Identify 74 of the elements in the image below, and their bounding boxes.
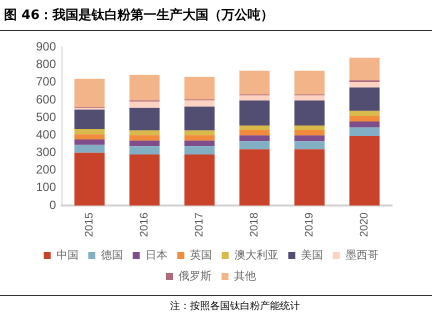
y-tick-label: 0 [49, 198, 56, 212]
bar [294, 95, 325, 101]
bar [74, 110, 105, 130]
legend-label: 日本 [145, 248, 168, 262]
bar [74, 129, 105, 134]
bar [184, 140, 215, 146]
bar [239, 95, 270, 101]
chart-title: 图 46：我国是钛白粉第一生产大国（万公吨） [4, 6, 274, 24]
bar [294, 149, 325, 206]
bar [294, 135, 325, 142]
bar [184, 146, 215, 155]
bar [74, 134, 105, 140]
bar [349, 116, 380, 122]
bar [184, 100, 215, 107]
bar [349, 87, 380, 111]
bar [239, 141, 270, 150]
bar [184, 130, 215, 136]
bar [239, 70, 270, 95]
x-tick-label: 2017 [194, 212, 206, 238]
x-tick-label: 2019 [304, 212, 316, 238]
bar [74, 152, 105, 206]
bar [129, 135, 160, 141]
bar [184, 106, 215, 130]
bar [129, 146, 160, 155]
bar [184, 76, 215, 100]
bar [294, 125, 325, 130]
bar [294, 100, 325, 126]
bar [294, 130, 325, 136]
y-tick-label: 700 [36, 74, 56, 89]
bar [349, 136, 380, 206]
legend-label: 其他 [234, 269, 256, 282]
y-tick-label: 600 [36, 92, 56, 106]
bar [74, 140, 105, 145]
bar [349, 110, 380, 116]
legend-label: 德国 [100, 248, 123, 262]
bar [349, 58, 380, 80]
bar [239, 135, 270, 142]
legend-label: 美国 [300, 248, 323, 262]
bar [239, 125, 270, 130]
y-tick-label: 400 [36, 127, 56, 142]
bar [74, 78, 105, 108]
legend-label: 墨西哥 [345, 248, 378, 262]
x-tick-label: 2016 [138, 212, 151, 238]
legend-label: 澳大利亚 [234, 248, 278, 262]
bar [129, 102, 160, 108]
bar [239, 149, 270, 206]
bar [349, 82, 380, 88]
bar [129, 140, 160, 146]
y-tick-label: 500 [36, 110, 56, 124]
text: 注：按照各国钛白粉产能统计 [170, 300, 300, 313]
x-tick-label: 2018 [248, 212, 261, 238]
bar [184, 154, 215, 206]
bar [294, 70, 325, 95]
bar [129, 130, 160, 136]
bar [349, 127, 380, 136]
bar [74, 144, 105, 153]
bar [129, 108, 160, 130]
bar [294, 141, 325, 150]
bar [349, 121, 380, 128]
bar [239, 100, 270, 126]
legend-label: 英国 [190, 248, 212, 262]
y-tick-label: 900 [36, 40, 56, 54]
bar [184, 135, 215, 141]
legend-label: 俄罗斯 [178, 269, 212, 282]
x-tick-label: 2015 [84, 212, 96, 238]
y-tick-label: 100 [36, 180, 56, 194]
y-tick-label: 300 [36, 145, 56, 160]
bar [129, 74, 160, 100]
y-tick-label: 800 [36, 57, 56, 72]
legend-label: 中国 [56, 248, 78, 262]
y-tick-label: 200 [36, 162, 56, 177]
bar [129, 154, 160, 206]
bar [239, 130, 270, 136]
x-tick-label: 2020 [358, 212, 371, 238]
